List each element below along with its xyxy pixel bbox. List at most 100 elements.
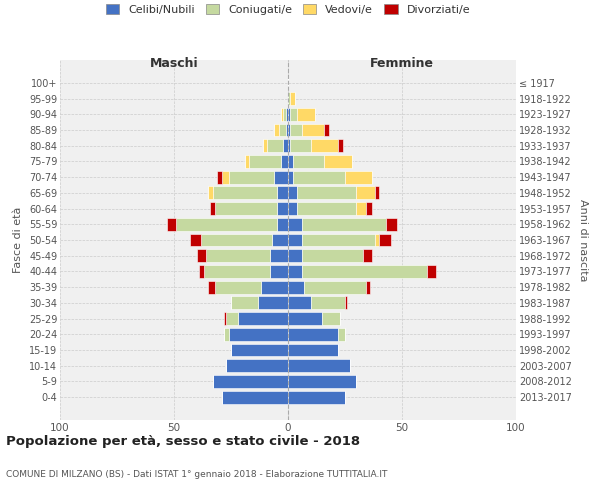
Legend: Celibi/Nubili, Coniugati/e, Vedovi/e, Divorziati/e: Celibi/Nubili, Coniugati/e, Vedovi/e, Di… [101,0,475,20]
Bar [199,265,203,278]
Bar [229,328,288,341]
Bar [338,328,345,341]
Bar [231,344,288,356]
Bar [302,250,363,262]
Bar [268,139,283,152]
Text: Popolazione per età, sesso e stato civile - 2018: Popolazione per età, sesso e stato civil… [6,435,360,448]
Bar [288,296,311,310]
Bar [288,155,293,168]
Bar [356,202,365,215]
Bar [249,155,281,168]
Bar [208,280,215,293]
Bar [288,186,297,200]
Bar [365,280,370,293]
Y-axis label: Fasce di età: Fasce di età [13,207,23,273]
Bar [302,234,374,246]
Bar [197,250,206,262]
Bar [386,218,397,230]
Bar [290,92,295,105]
Bar [167,218,176,230]
Bar [374,234,379,246]
Bar [274,170,288,183]
Bar [338,139,343,152]
Bar [288,108,290,120]
Bar [215,202,277,215]
Bar [325,124,329,136]
Bar [274,124,279,136]
Bar [213,375,288,388]
Bar [270,265,288,278]
Bar [211,202,215,215]
Bar [363,250,373,262]
Bar [277,218,288,230]
Bar [277,202,288,215]
Text: Femmine: Femmine [370,57,434,70]
Bar [226,360,288,372]
Bar [213,186,277,200]
Bar [288,328,338,341]
Bar [288,218,302,230]
Bar [229,170,274,183]
Bar [345,170,373,183]
Bar [288,202,297,215]
Bar [325,155,352,168]
Bar [215,280,260,293]
Bar [297,186,356,200]
Bar [290,108,297,120]
Bar [288,360,350,372]
Bar [222,390,288,404]
Bar [190,234,202,246]
Bar [217,170,222,183]
Bar [288,124,290,136]
Bar [203,265,270,278]
Bar [224,312,226,325]
Bar [272,234,288,246]
Bar [288,375,356,388]
Text: Maschi: Maschi [149,57,199,70]
Bar [311,139,338,152]
Bar [286,124,288,136]
Bar [288,170,293,183]
Bar [379,234,391,246]
Bar [290,124,302,136]
Bar [224,328,229,341]
Bar [297,108,316,120]
Bar [226,312,238,325]
Bar [270,250,288,262]
Bar [231,296,259,310]
Bar [222,170,229,183]
Bar [293,155,325,168]
Bar [356,186,374,200]
Bar [260,280,288,293]
Bar [302,124,325,136]
Bar [288,344,338,356]
Bar [288,250,302,262]
Bar [293,170,345,183]
Bar [304,280,365,293]
Bar [297,202,356,215]
Bar [259,296,288,310]
Y-axis label: Anni di nascita: Anni di nascita [578,198,589,281]
Bar [288,265,302,278]
Bar [176,218,277,230]
Bar [208,186,213,200]
Bar [345,296,347,310]
Bar [263,139,268,152]
Bar [202,234,272,246]
Text: COMUNE DI MILZANO (BS) - Dati ISTAT 1° gennaio 2018 - Elaborazione TUTTITALIA.IT: COMUNE DI MILZANO (BS) - Dati ISTAT 1° g… [6,470,388,479]
Bar [283,139,288,152]
Bar [245,155,249,168]
Bar [322,312,340,325]
Bar [288,234,302,246]
Bar [288,312,322,325]
Bar [286,108,288,120]
Bar [290,139,311,152]
Bar [311,296,345,310]
Bar [288,92,290,105]
Bar [288,139,290,152]
Bar [281,108,283,120]
Bar [279,124,286,136]
Bar [302,265,427,278]
Bar [427,265,436,278]
Bar [238,312,288,325]
